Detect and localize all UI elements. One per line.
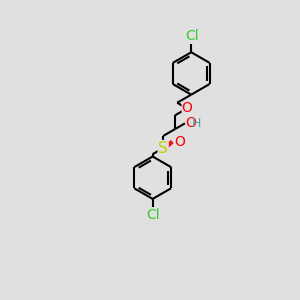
Text: O: O <box>182 101 193 116</box>
Text: S: S <box>158 141 168 156</box>
Text: Cl: Cl <box>185 29 199 43</box>
Text: Cl: Cl <box>146 208 160 222</box>
Text: H: H <box>191 117 201 130</box>
Text: O: O <box>185 116 197 130</box>
Text: O: O <box>175 135 185 149</box>
